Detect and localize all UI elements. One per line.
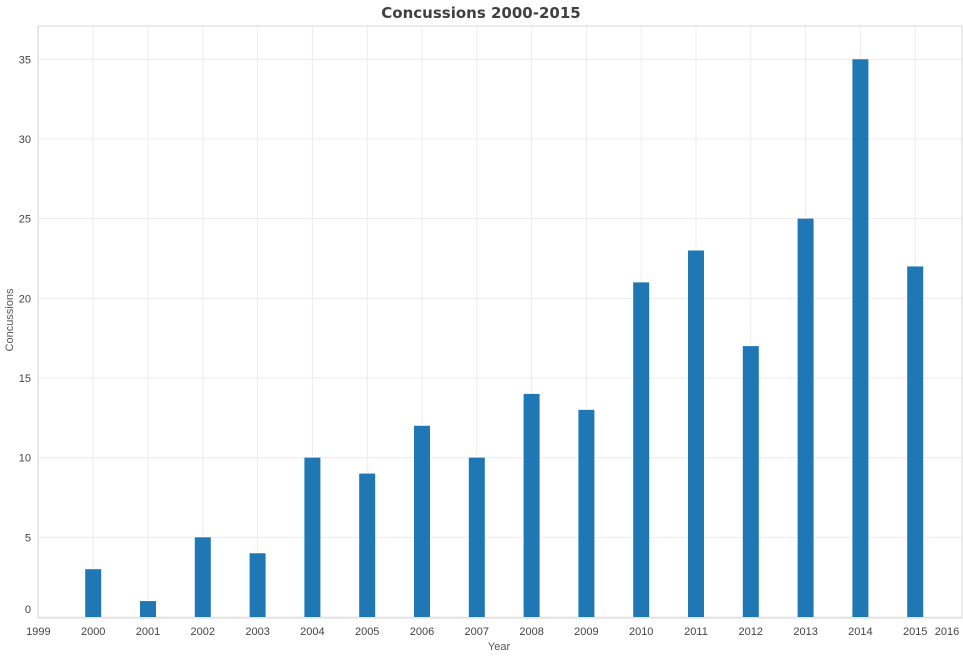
x-tick-label: 2001 (136, 626, 160, 638)
x-tick-label: 1999 (26, 626, 50, 638)
x-tick-label: 2015 (903, 626, 927, 638)
x-tick-label: 2005 (355, 626, 379, 638)
x-tick-label: 2007 (465, 626, 489, 638)
y-tick-label: 0 (25, 604, 31, 616)
x-tick-label: 2003 (245, 626, 269, 638)
bar-2013 (797, 218, 814, 617)
bar-2010 (633, 282, 650, 617)
bar-2001 (140, 601, 156, 617)
bar-2003 (249, 553, 266, 617)
x-tick-label: 2000 (81, 626, 105, 638)
x-tick-label: 2010 (629, 626, 653, 638)
x-tick-label: 2011 (684, 626, 708, 638)
bar-2002 (194, 537, 211, 617)
x-tick-label: 2013 (793, 626, 817, 638)
y-axis-title: Concussions (4, 288, 16, 351)
x-tick-label: 2004 (300, 626, 324, 638)
y-tick-label: 30 (19, 134, 31, 146)
x-tick-label: 2016 (935, 626, 959, 638)
x-tick-label: 2009 (574, 626, 598, 638)
bar-2007 (468, 457, 485, 617)
x-tick-label: 2014 (848, 626, 872, 638)
chart-title: Concussions 2000-2015 (381, 4, 580, 22)
bar-2005 (359, 473, 376, 617)
x-tick-label: 2012 (739, 626, 763, 638)
x-tick-label: 2006 (410, 626, 434, 638)
y-tick-label: 5 (25, 532, 31, 544)
y-tick-label: 15 (19, 373, 31, 385)
x-axis-title: Year (488, 641, 511, 653)
bar-2012 (742, 346, 759, 617)
x-axis-ticks: 1999 2000 2001 2002 2003 2004 2005 2006 2007 2008… (26, 626, 959, 638)
y-tick-label: 10 (19, 453, 31, 465)
bar-2006 (414, 425, 430, 617)
bar-2008 (523, 393, 540, 617)
plot-frame (37, 25, 963, 619)
bars (85, 59, 924, 617)
y-axis-ticks: 0 5 10 15 20 25 30 35 (19, 54, 31, 616)
y-tick-label: 20 (19, 293, 31, 305)
y-tick-label: 35 (19, 54, 31, 66)
x-tick-label: 2002 (191, 626, 215, 638)
bar-2009 (578, 409, 595, 617)
bar-2011 (688, 250, 704, 617)
bar-2000 (85, 569, 102, 617)
bar-2014 (852, 59, 869, 617)
y-tick-label: 25 (19, 214, 31, 226)
bar-2004 (304, 457, 321, 617)
bar-2015 (907, 266, 924, 617)
gridlines (37, 26, 962, 618)
x-tick-label: 2008 (519, 626, 543, 638)
